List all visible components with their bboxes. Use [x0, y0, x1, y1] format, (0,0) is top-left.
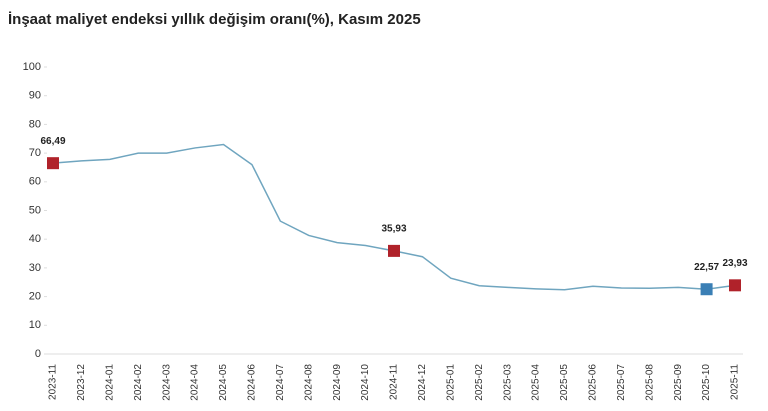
- point-marker: [700, 283, 713, 296]
- x-tick-label: 2024-11: [389, 364, 400, 400]
- y-tick-label: 100: [23, 61, 41, 73]
- y-tick-label: 40: [29, 233, 41, 245]
- x-tick-label: 2023-12: [76, 364, 87, 401]
- x-tick-label: 2025-05: [559, 364, 570, 401]
- point-marker: [47, 157, 59, 170]
- chart-title: İnşaat maliyet endeksi yıllık değişim or…: [8, 11, 421, 28]
- value-label: 22,57: [694, 262, 719, 273]
- x-tick-label: 2025-09: [673, 364, 684, 401]
- value-label: 23,93: [722, 258, 747, 269]
- x-tick-label: 2024-06: [247, 364, 258, 401]
- y-tick-label: 10: [29, 319, 41, 331]
- y-tick-label: 0: [35, 348, 41, 360]
- x-tick-label: 2024-08: [303, 364, 314, 401]
- x-tick-label: 2024-02: [133, 364, 144, 401]
- x-tick-label: 2025-04: [531, 364, 542, 401]
- y-tick-label: 60: [29, 176, 41, 188]
- x-tick-label: 2024-05: [218, 364, 229, 401]
- y-tick-label: 90: [29, 90, 41, 102]
- x-tick-label: 2025-08: [644, 364, 655, 401]
- y-tick-label: 50: [29, 204, 41, 216]
- x-tick-label: 2025-11: [730, 364, 741, 400]
- x-tick-label: 2025-10: [701, 364, 712, 401]
- y-tick-label: 20: [29, 291, 41, 303]
- x-tick-label: 2024-10: [360, 364, 371, 401]
- value-label: 35,93: [381, 224, 406, 235]
- x-tick-label: 2025-06: [588, 364, 599, 401]
- x-tick-label: 2025-03: [502, 364, 513, 401]
- y-tick-label: 30: [29, 262, 41, 274]
- point-marker: [729, 279, 741, 292]
- x-tick-label: 2023-11: [48, 364, 59, 400]
- point-marker: [388, 244, 400, 257]
- y-tick-label: 80: [29, 118, 41, 130]
- x-tick-label: 2025-01: [445, 364, 456, 401]
- x-tick-label: 2024-03: [161, 364, 172, 401]
- x-tick-label: 2025-02: [474, 364, 485, 401]
- x-tick-label: 2024-04: [190, 364, 201, 401]
- data-line: [52, 143, 736, 291]
- x-tick-label: 2024-07: [275, 364, 286, 401]
- x-tick-label: 2024-09: [332, 364, 343, 401]
- value-label: 66,49: [40, 136, 65, 147]
- x-tick-label: 2025-07: [616, 364, 627, 401]
- x-tick-label: 2024-12: [417, 364, 428, 401]
- y-tick-label: 70: [29, 147, 41, 159]
- x-tick-label: 2024-01: [104, 364, 115, 401]
